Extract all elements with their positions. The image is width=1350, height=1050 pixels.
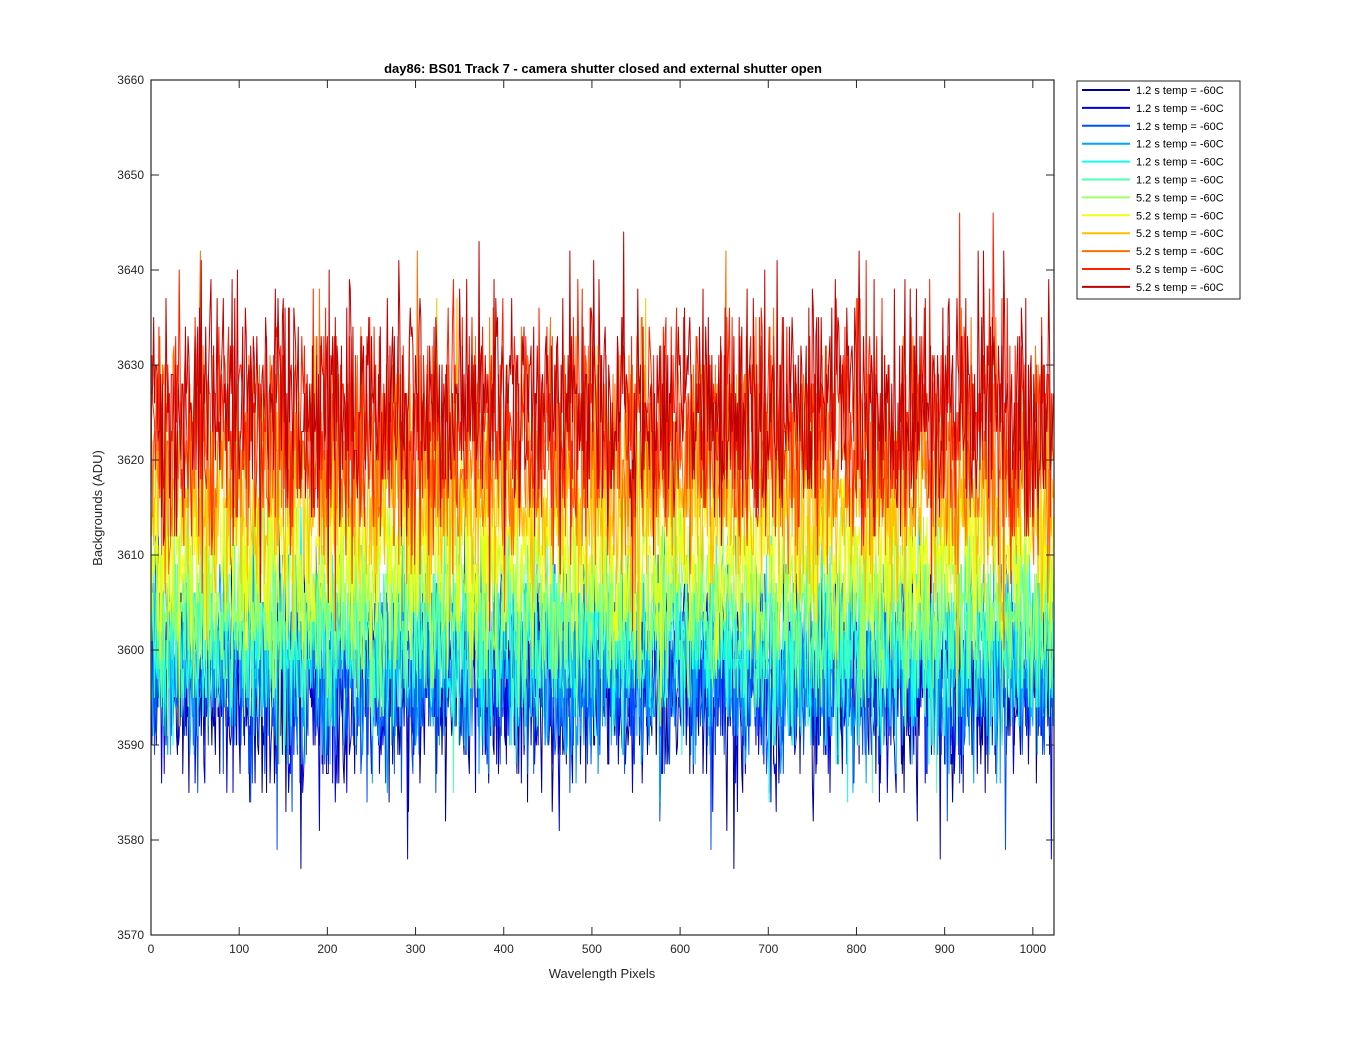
legend-label: 1.2 s temp = -60C xyxy=(1136,103,1224,115)
y-tick-label: 3650 xyxy=(117,168,144,182)
y-axis: 3570 3580 3590 3600 3610 3620 3630 3640 3650 3660 xyxy=(117,73,1054,942)
x-tick-label: 0 xyxy=(148,942,155,956)
y-tick-label: 3610 xyxy=(117,548,144,562)
x-tick-label: 800 xyxy=(846,942,866,956)
y-tick-label: 3600 xyxy=(117,643,144,657)
series-line-12 xyxy=(151,231,1054,603)
x-tick-label: 100 xyxy=(229,942,249,956)
legend-label: 1.2 s temp = -60C xyxy=(1136,157,1224,169)
x-tick-label: 400 xyxy=(494,942,514,956)
legend-label: 5.2 s temp = -60C xyxy=(1136,282,1224,294)
plot-area: 0 100 200 300 400 500 600 700 800 900 1000 3570 358… xyxy=(117,73,1055,956)
x-axis: 0 100 200 300 400 500 600 700 800 900 1000 xyxy=(148,80,1047,956)
legend-label: 5.2 s temp = -60C xyxy=(1136,192,1224,204)
legend-label: 1.2 s temp = -60C xyxy=(1136,121,1224,133)
legend-label: 5.2 s temp = -60C xyxy=(1136,210,1224,222)
x-tick-label: 1000 xyxy=(1019,942,1046,956)
legend-items: 1.2 s temp = -60C 1.2 s temp = -60C 1.2 s … xyxy=(1082,85,1224,294)
legend-label: 1.2 s temp = -60C xyxy=(1136,85,1224,97)
legend-label: 1.2 s temp = -60C xyxy=(1136,139,1224,151)
legend-label: 5.2 s temp = -60C xyxy=(1136,246,1224,258)
legend-label: 1.2 s temp = -60C xyxy=(1136,175,1224,187)
y-tick-label: 3620 xyxy=(117,453,144,467)
y-tick-label: 3570 xyxy=(117,928,144,942)
x-tick-label: 300 xyxy=(406,942,426,956)
y-axis-label: Backgrounds (ADU) xyxy=(90,450,105,566)
x-tick-label: 200 xyxy=(317,942,337,956)
y-tick-label: 3640 xyxy=(117,263,144,277)
x-tick-label: 600 xyxy=(670,942,690,956)
y-tick-label: 3590 xyxy=(117,738,144,752)
x-tick-label: 700 xyxy=(758,942,778,956)
chart-title: day86: BS01 Track 7 - camera shutter clo… xyxy=(384,61,822,76)
axes-box xyxy=(150,79,1055,936)
y-tick-label: 3580 xyxy=(117,833,144,847)
y-tick-label: 3630 xyxy=(117,358,144,372)
legend: 1.2 s temp = -60C 1.2 s temp = -60C 1.2 s … xyxy=(1076,80,1241,300)
series-group xyxy=(151,212,1054,869)
x-tick-label: 900 xyxy=(935,942,955,956)
legend-label: 5.2 s temp = -60C xyxy=(1136,264,1224,276)
legend-label: 5.2 s temp = -60C xyxy=(1136,228,1224,240)
y-tick-label: 3660 xyxy=(117,73,144,87)
legend-box xyxy=(1076,80,1241,300)
x-tick-label: 500 xyxy=(582,942,602,956)
x-axis-label: Wavelength Pixels xyxy=(549,966,656,981)
